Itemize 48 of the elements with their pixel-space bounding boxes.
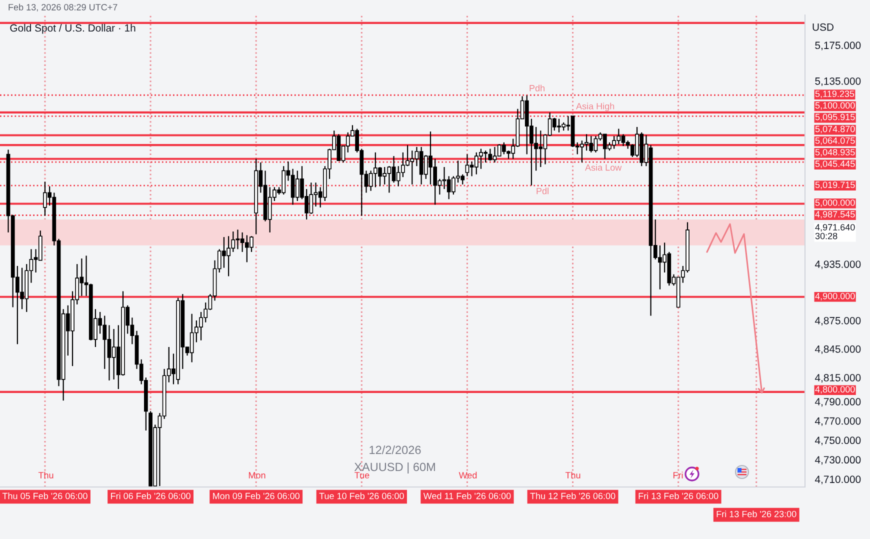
x-tick-label: Fri 13 Feb '26 06:00 <box>638 492 718 500</box>
text: Gold Spot / U.S. Dollar · 1h <box>10 24 136 34</box>
x-tick-label: Thu 05 Feb '26 06:00 <box>2 492 88 500</box>
annotation: Fri <box>673 472 683 478</box>
y-tick-label: 4,815.000 <box>814 374 861 383</box>
annotation: Mon <box>248 472 266 478</box>
x-tick-label: Mon 09 Feb '26 06:00 <box>213 492 300 500</box>
annotation: Asia High <box>576 102 614 112</box>
x-tick-label: Fri 06 Feb '26 06:00 <box>111 492 190 500</box>
y-tick-label: 4,750.000 <box>814 436 861 446</box>
annotation: Thu <box>38 472 54 478</box>
x-tick-label: Wed 11 Feb '26 06:00 <box>423 492 511 500</box>
ref-line-label: 4,800.000 <box>815 386 855 394</box>
text: 4,971.640 30:28 <box>815 224 855 240</box>
ref-line-label: 4,900.000 <box>815 292 855 300</box>
x-tick-label: Tue 10 Feb '26 06:00 <box>319 492 404 500</box>
candlestick <box>488 148 492 162</box>
ref-line-label: 5,019.715 <box>815 182 855 190</box>
ref-line-label: 5,064.075 <box>815 137 855 145</box>
y-tick-label: 4,770.000 <box>814 417 861 426</box>
y-tick-label: 4,935.000 <box>814 260 861 270</box>
y-axis-title: USD <box>812 23 834 31</box>
candlestick <box>465 154 470 177</box>
ref-line-label: 4,987.545 <box>815 211 855 219</box>
y-tick-label: 5,135.000 <box>815 77 861 86</box>
y-tick-label: 5,175.000 <box>815 42 861 50</box>
ref-line-label: 5,045.445 <box>815 160 855 168</box>
annotation: Tue <box>354 472 370 478</box>
annotation: Asia Low <box>585 164 622 171</box>
ref-line-label: 5,119.235 <box>815 90 854 98</box>
x-tick-label: Thu 12 Feb '26 06:00 <box>530 492 616 500</box>
y-tick-label: 4,875.000 <box>814 316 861 326</box>
y-tick-label: 4,845.000 <box>814 345 861 354</box>
annotation: Pdh <box>530 84 544 92</box>
x-tick-label: Fri 13 Feb '26 23:00 <box>716 510 796 518</box>
y-tick-label: 4,710.000 <box>814 476 861 484</box>
text: Feb 13, 2026 08:29 UTC+7 <box>8 4 118 12</box>
y-tick-label: 4,790.000 <box>814 398 861 407</box>
annotation: Pdl <box>536 188 548 194</box>
ref-line-label: 5,000.000 <box>815 199 855 207</box>
ref-line-label: 5,074.870 <box>815 126 855 134</box>
y-tick-label: 4,730.000 <box>814 456 861 465</box>
annotation: Wed <box>458 472 477 478</box>
ref-line-label: 5,048.935 <box>815 148 855 156</box>
ref-line-label: 5,100.000 <box>815 102 855 110</box>
ref-line-label: 5,095.915 <box>815 114 855 122</box>
annotation: Thu <box>565 472 580 478</box>
annotation: 12/2/2026 <box>370 446 421 454</box>
